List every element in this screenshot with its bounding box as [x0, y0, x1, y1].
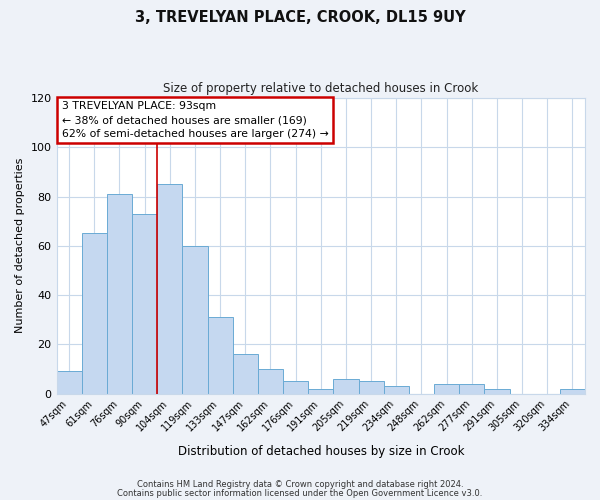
Bar — [459, 384, 484, 394]
Bar — [560, 388, 585, 394]
Bar — [308, 388, 334, 394]
Bar — [107, 194, 132, 394]
Bar — [182, 246, 208, 394]
X-axis label: Distribution of detached houses by size in Crook: Distribution of detached houses by size … — [178, 444, 464, 458]
Y-axis label: Number of detached properties: Number of detached properties — [15, 158, 25, 334]
Bar — [334, 379, 359, 394]
Bar — [157, 184, 182, 394]
Bar — [484, 388, 509, 394]
Bar — [434, 384, 459, 394]
Bar — [82, 234, 107, 394]
Bar — [208, 317, 233, 394]
Text: Contains HM Land Registry data © Crown copyright and database right 2024.: Contains HM Land Registry data © Crown c… — [137, 480, 463, 489]
Bar — [283, 381, 308, 394]
Bar — [359, 381, 383, 394]
Bar — [233, 354, 258, 394]
Text: 3 TREVELYAN PLACE: 93sqm
← 38% of detached houses are smaller (169)
62% of semi-: 3 TREVELYAN PLACE: 93sqm ← 38% of detach… — [62, 101, 329, 139]
Text: 3, TREVELYAN PLACE, CROOK, DL15 9UY: 3, TREVELYAN PLACE, CROOK, DL15 9UY — [134, 10, 466, 25]
Title: Size of property relative to detached houses in Crook: Size of property relative to detached ho… — [163, 82, 478, 96]
Text: Contains public sector information licensed under the Open Government Licence v3: Contains public sector information licen… — [118, 488, 482, 498]
Bar — [132, 214, 157, 394]
Bar — [258, 369, 283, 394]
Bar — [383, 386, 409, 394]
Bar — [56, 372, 82, 394]
